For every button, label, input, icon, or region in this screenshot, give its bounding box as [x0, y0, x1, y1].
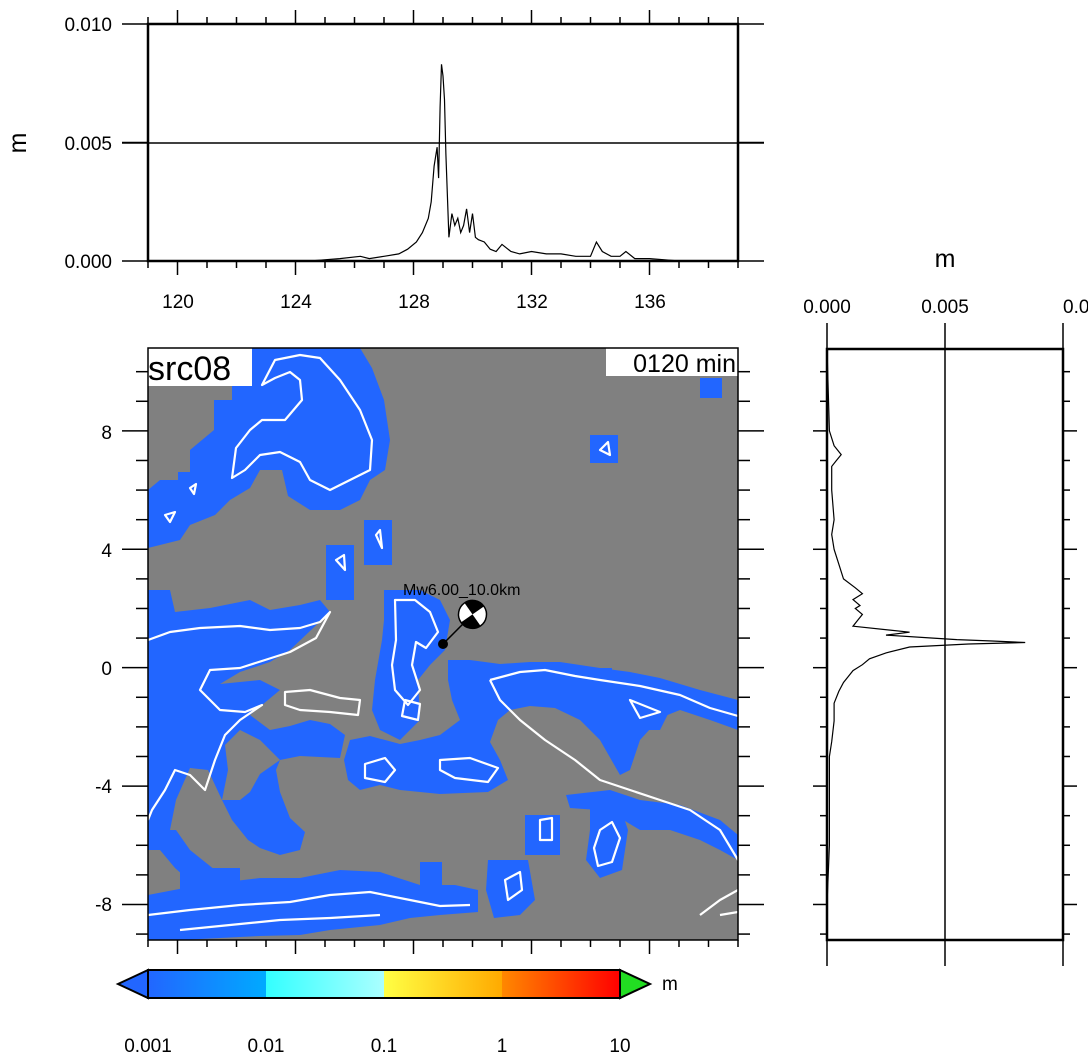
colorbar-unit: m — [662, 974, 678, 995]
top-panel: m 0.010 0.005 0.000 120 124 128 132 136 — [4, 10, 764, 313]
colorbar-label-2: 0.1 — [371, 1036, 397, 1057]
right-xtick-label-2: 0.010 — [1063, 297, 1088, 318]
top-xtick-label-4: 136 — [634, 292, 666, 313]
title-box — [148, 348, 252, 386]
map-ytick-label-3: -4 — [95, 777, 112, 798]
colorbar-over-triangle — [619, 968, 653, 1000]
colorbar-segment-0 — [148, 970, 266, 998]
colorbar-label-0: 0.001 — [124, 1036, 172, 1057]
map-panel: Mw6.00_10.0km src08 0120 min 8 4 0 -4 -8 — [95, 347, 764, 954]
right-xlabel: m — [935, 245, 956, 273]
right-panel: m 0.000 0.005 0.010 — [803, 245, 1088, 966]
map-frame — [147, 347, 739, 941]
coastlines — [148, 353, 738, 932]
map-ytick-label-4: -8 — [95, 895, 112, 916]
top-ylabel: m — [4, 133, 32, 154]
map-ytick-label-2: 0 — [101, 659, 112, 680]
top-ytick-label-1: 0.005 — [64, 134, 112, 155]
colorbar-label-1: 0.01 — [248, 1036, 285, 1057]
top-frame — [146, 22, 740, 263]
epicenter-marker — [438, 639, 448, 649]
colorbar-label-3: 1 — [497, 1036, 508, 1057]
map-title: src08 — [148, 350, 231, 388]
colorbar-segment-1 — [266, 970, 384, 998]
colorbar-segment-2 — [384, 970, 502, 998]
map-ytick-label-0: 8 — [101, 423, 112, 444]
colorbar-label-4: 10 — [609, 1036, 630, 1057]
top-ytick-label-0: 0.010 — [64, 15, 112, 36]
right-xtick-label-1: 0.005 — [921, 297, 969, 318]
right-trace — [826, 347, 1026, 940]
right-frame — [825, 347, 1065, 942]
top-xtick-label-0: 120 — [162, 292, 194, 313]
map-axis-ticks — [122, 370, 764, 954]
time-box — [606, 348, 738, 376]
source-label: Mw6.00_10.0km — [403, 582, 520, 599]
time-label: 0120 min — [633, 350, 736, 378]
top-ytick-label-2: 0.000 — [64, 252, 112, 273]
right-xtick-label-0: 0.000 — [803, 297, 851, 318]
top-xtick-label-1: 124 — [280, 292, 312, 313]
top-xtick-label-2: 128 — [398, 292, 430, 313]
colorbar-segment-3 — [502, 970, 620, 998]
colorbar: m 0.001 0.01 0.1 1 10 — [115, 968, 678, 1057]
top-xtick-label-3: 132 — [516, 292, 548, 313]
map-ytick-label-1: 4 — [101, 541, 112, 562]
top-trace — [148, 64, 738, 262]
colorbar-under-triangle — [115, 968, 149, 1000]
beachball-icon — [457, 599, 488, 630]
